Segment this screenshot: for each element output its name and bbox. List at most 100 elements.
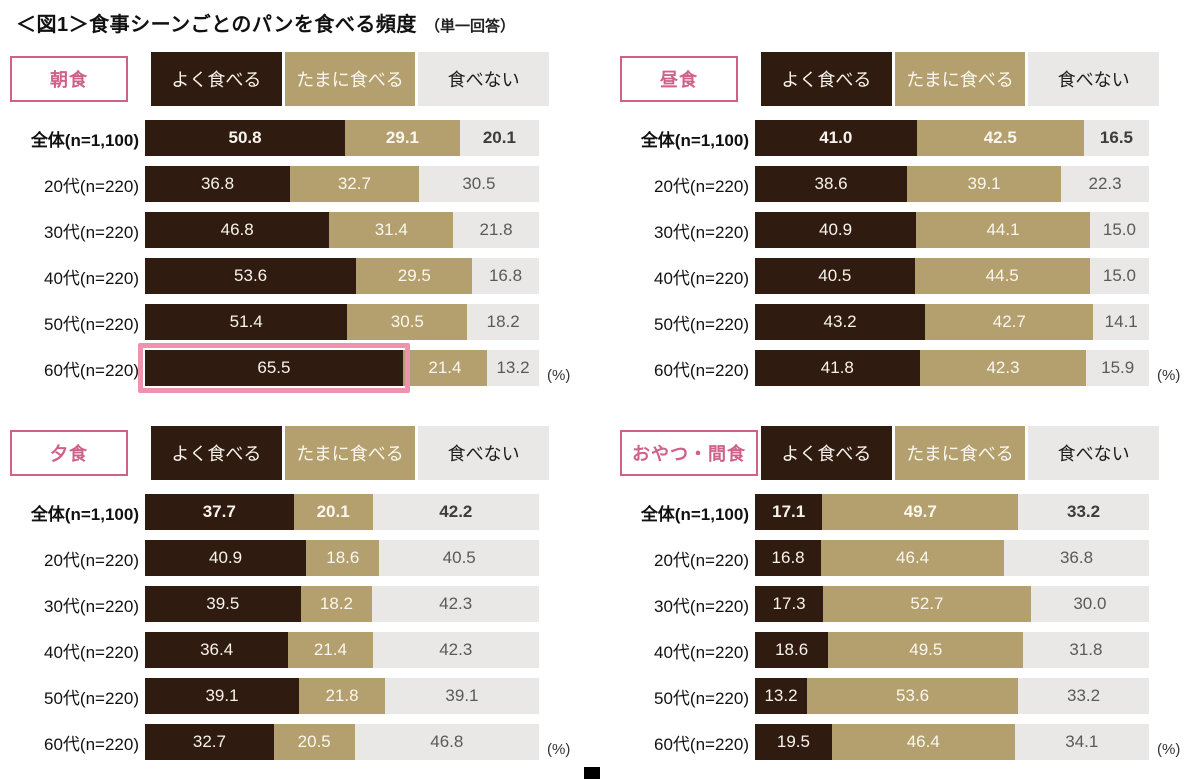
bar-segment-1: 44.1: [916, 212, 1090, 248]
bar-segment-0: 46.8: [145, 212, 330, 248]
legend-item-1: たまに食べる: [894, 52, 1026, 106]
row-label: 全体(n=1,100): [30, 504, 139, 524]
legend-item-2: 食べない: [418, 52, 550, 106]
bar-value: 30.0: [1073, 594, 1107, 613]
bar-segment-2: 15.0: [1089, 258, 1149, 294]
bar-value: 43.2: [823, 312, 857, 331]
section-label-lunch: 昼食: [620, 56, 738, 102]
legend: よく食べる たまに食べる 食べない: [761, 426, 1160, 480]
bar-segment-1: 52.7: [823, 586, 1031, 622]
row-label: 40代(n=220): [44, 642, 139, 662]
bar-value: 41.0: [819, 128, 853, 147]
percent-unit-label: (%): [547, 741, 571, 758]
bar-segment-1: 39.1: [907, 166, 1062, 202]
bar-rows: 全体(n=1,100) 50.8 29.1 20.1 20代(n=220) 36.8 32.…: [10, 120, 606, 393]
bar-segment-2: 42.2: [372, 494, 539, 530]
row-label: 50代(n=220): [654, 688, 749, 708]
bar-segment-0: 19.5: [755, 724, 832, 760]
bar-value: 40.9: [209, 548, 243, 567]
bar-segment-2: 40.5: [379, 540, 539, 576]
bar-segment-2: 18.2: [467, 304, 540, 340]
bar-value: 30.5: [462, 174, 496, 193]
bar-segment-0: 53.6: [145, 258, 357, 294]
row-label: 全体(n=1,100): [30, 130, 139, 150]
bar-segment-1: 21.4: [288, 632, 373, 668]
bar-segment-0: 43.2: [755, 304, 926, 340]
bar-value: 36.8: [1059, 548, 1094, 567]
bar-value: 32.7: [192, 732, 226, 751]
bar-value: 36.4: [200, 640, 234, 659]
bar-row: 60代(n=220) 32.7 20.5 46.8 (%): [10, 724, 606, 760]
bar-segment-1: 30.5: [347, 304, 468, 340]
stacked-bar: 43.2 42.7 14.1: [755, 304, 1149, 340]
bar-row: 60代(n=220) 19.5 46.4 34.1 (%): [620, 724, 1200, 760]
bar-segment-2: 30.5: [418, 166, 539, 202]
bar-segment-0: 17.3: [755, 586, 824, 622]
figure-title-note: （単一回答）: [424, 18, 515, 35]
bar-value: 22.3: [1088, 174, 1122, 193]
bar-segment-0: 16.8: [755, 540, 822, 576]
bar-value: 53.6: [896, 686, 930, 705]
bar-value: 51.4: [229, 312, 263, 331]
stacked-bar: 37.7 20.1 42.2: [145, 494, 539, 530]
bar-row: 30代(n=220) 46.8 31.4 21.8: [10, 212, 606, 248]
bar-segment-0: 39.1: [145, 678, 300, 714]
row-label: 30代(n=220): [44, 596, 139, 616]
stacked-bar: 53.6 29.5 16.8: [145, 258, 539, 294]
bar-segment-0: 40.9: [145, 540, 307, 576]
bar-value: 41.8: [820, 358, 854, 377]
bar-segment-1: 42.3: [919, 350, 1087, 386]
row-label: 40代(n=220): [654, 268, 749, 288]
bar-row: 50代(n=220) 39.1 21.8 39.1: [10, 678, 606, 714]
stacked-bar: 41.8 42.3 15.9: [755, 350, 1149, 386]
bar-segment-0: 41.8: [755, 350, 920, 386]
row-label: 全体(n=1,100): [640, 130, 749, 150]
row-label: 30代(n=220): [44, 222, 139, 242]
stacked-bar: 40.5 44.5 15.0: [755, 258, 1149, 294]
row-label: 40代(n=220): [654, 642, 749, 662]
row-label: 全体(n=1,100): [640, 504, 749, 524]
bar-segment-1: 53.6: [807, 678, 1019, 714]
bar-value: 16.8: [488, 266, 523, 285]
bar-value: 40.5: [818, 266, 852, 285]
section-label-snack: おやつ・間食: [620, 430, 758, 476]
bar-value: 18.2: [486, 312, 520, 331]
bar-segment-0: 32.7: [145, 724, 274, 760]
bar-segment-2: 16.8: [472, 258, 539, 294]
bar-value: 44.5: [985, 266, 1019, 285]
bar-value: 18.6: [775, 640, 809, 659]
row-label: 50代(n=220): [654, 314, 749, 334]
bar-segment-1: 18.2: [300, 586, 373, 622]
bar-value: 15.0: [1102, 220, 1136, 239]
bar-value: 29.5: [397, 266, 431, 285]
bar-segment-0: 18.6: [755, 632, 829, 668]
bar-value: 18.2: [319, 594, 354, 613]
bar-segment-1: 20.1: [293, 494, 373, 530]
bar-value: 40.5: [442, 548, 476, 567]
bar-row: 60代(n=220) 65.5 21.4 13.2 (%): [10, 343, 606, 393]
row-label: 20代(n=220): [44, 550, 139, 570]
chart-breakfast: 朝食 よく食べる たまに食べる 食べない 全体(n=1,100) 50.8 29.1 20…: [10, 52, 606, 396]
bar-segment-2: 33.2: [1018, 678, 1149, 714]
stacked-bar: 46.8 31.4 21.8: [145, 212, 539, 248]
bar-value: 20.5: [297, 732, 331, 751]
bar-value: 46.8: [220, 220, 254, 239]
bar-value: 17.3: [772, 594, 806, 613]
chart-header: おやつ・間食 よく食べる たまに食べる 食べない: [620, 426, 1200, 480]
bar-segment-1: 18.6: [306, 540, 380, 576]
bar-row: 20代(n=220) 36.8 32.7 30.5: [10, 166, 606, 202]
bar-value: 13.2: [764, 686, 798, 705]
percent-unit-label: (%): [547, 367, 571, 384]
legend-item-0: よく食べる: [761, 426, 892, 480]
bar-segment-2: 39.1: [384, 678, 539, 714]
bar-segment-2: 42.3: [372, 586, 539, 622]
legend-item-1: たまに食べる: [284, 426, 416, 480]
bar-value: 40.9: [819, 220, 853, 239]
stacked-bar: 39.5 18.2 42.3: [145, 586, 539, 622]
bar-row: 40代(n=220) 18.6 49.5 31.8: [620, 632, 1200, 668]
bar-value: 37.7: [202, 502, 236, 521]
bar-segment-0: 65.5: [145, 350, 403, 386]
legend-item-0: よく食べる: [151, 52, 282, 106]
stacked-bar: 39.1 21.8 39.1: [145, 678, 539, 714]
bar-segment-1: 32.7: [289, 166, 419, 202]
